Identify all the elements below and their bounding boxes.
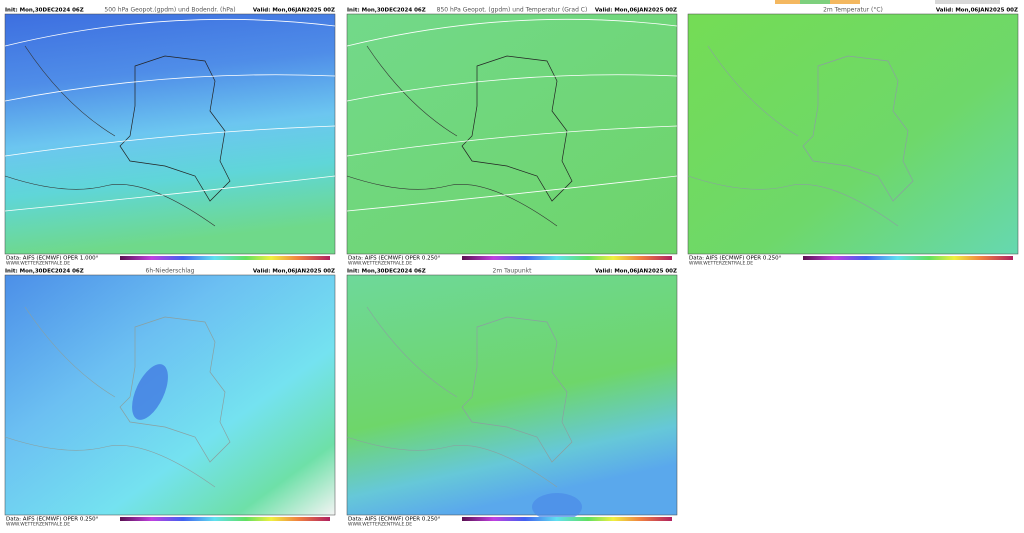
contour	[346, 125, 678, 157]
contour	[4, 18, 336, 47]
map-field	[4, 13, 336, 255]
data-source: Data: AIFS (ECMWF) OPER 0.250°	[348, 256, 441, 262]
init-time: Init: Mon,30DEC2024 06Z	[347, 8, 426, 14]
contour	[4, 125, 336, 157]
toolbar-tab[interactable]	[800, 0, 830, 4]
map-field	[346, 274, 678, 516]
precip-area	[132, 364, 168, 420]
coastline	[802, 55, 914, 202]
coastline	[4, 45, 216, 227]
contour	[4, 74, 336, 102]
coastline	[119, 316, 231, 463]
map-field	[4, 274, 336, 516]
data-source: Data: AIFS (ECMWF) OPER 0.250°	[689, 256, 782, 262]
map-title: 2m Temperatur (°C)	[823, 7, 883, 14]
colorbar	[803, 256, 1013, 260]
colorbar	[462, 517, 672, 521]
colorbar	[120, 517, 330, 521]
valid-time: Valid: Mon,06JAN2025 00Z	[253, 269, 335, 275]
map-title: 6h-Niederschlag	[146, 268, 195, 275]
map-panel: Init: Mon,30DEC2024 06Z 2m Taupunkt Valid:…	[346, 268, 678, 528]
coastline	[4, 306, 216, 488]
init-time: Init: Mon,30DEC2024 06Z	[5, 269, 84, 275]
map-panel: Init: Mon,30DEC2024 06Z 6h-Niederschlag Va…	[4, 268, 336, 528]
init-time: Init: Mon,30DEC2024 06Z	[5, 8, 84, 14]
data-source: Data: AIFS (ECMWF) OPER 0.250°	[6, 517, 99, 523]
contour	[346, 175, 678, 212]
map-title: 500 hPa Geopot.(gpdm) und Bodendr. (hPa)	[104, 7, 235, 14]
coastline	[461, 316, 573, 463]
site-url: WWW.WETTERZENTRALE.DE	[348, 261, 412, 267]
colorbar	[462, 256, 672, 260]
colorbar	[120, 256, 330, 260]
coastline	[346, 45, 558, 227]
dewpoint-area	[532, 493, 582, 521]
map-field	[346, 13, 678, 255]
valid-time: Valid: Mon,06JAN2025 00Z	[595, 269, 677, 275]
map-title: 2m Taupunkt	[493, 268, 533, 275]
site-url: WWW.WETTERZENTRALE.DE	[6, 261, 70, 267]
contour	[4, 175, 336, 212]
init-time: Init: Mon,30DEC2024 06Z	[347, 269, 426, 275]
coastline	[687, 45, 899, 227]
map-panel: 2m Temperatur (°C) Valid: Mon,06JAN2025 0…	[687, 7, 1019, 267]
site-url: WWW.WETTERZENTRALE.DE	[689, 261, 753, 267]
site-url: WWW.WETTERZENTRALE.DE	[348, 522, 412, 528]
valid-time: Valid: Mon,06JAN2025 00Z	[595, 8, 677, 14]
toolbar-tab[interactable]	[935, 0, 1000, 4]
data-source: Data: AIFS (ECMWF) OPER 0.250°	[348, 517, 441, 523]
map-field	[687, 13, 1019, 255]
contour	[346, 18, 678, 47]
map-panel: Init: Mon,30DEC2024 06Z 850 hPa Geopot. (…	[346, 7, 678, 267]
map-title: 850 hPa Geopot. (gpdm) und Temperatur (G…	[437, 7, 588, 14]
valid-time: Valid: Mon,06JAN2025 00Z	[253, 8, 335, 14]
valid-time: Valid: Mon,06JAN2025 00Z	[936, 8, 1018, 14]
contour	[346, 74, 678, 102]
map-panel: Init: Mon,30DEC2024 06Z 500 hPa Geopot.(g…	[4, 7, 336, 267]
site-url: WWW.WETTERZENTRALE.DE	[6, 522, 70, 528]
coastline	[346, 306, 558, 488]
data-source: Data: AIFS (ECMWF) OPER 1.000°	[6, 256, 99, 262]
